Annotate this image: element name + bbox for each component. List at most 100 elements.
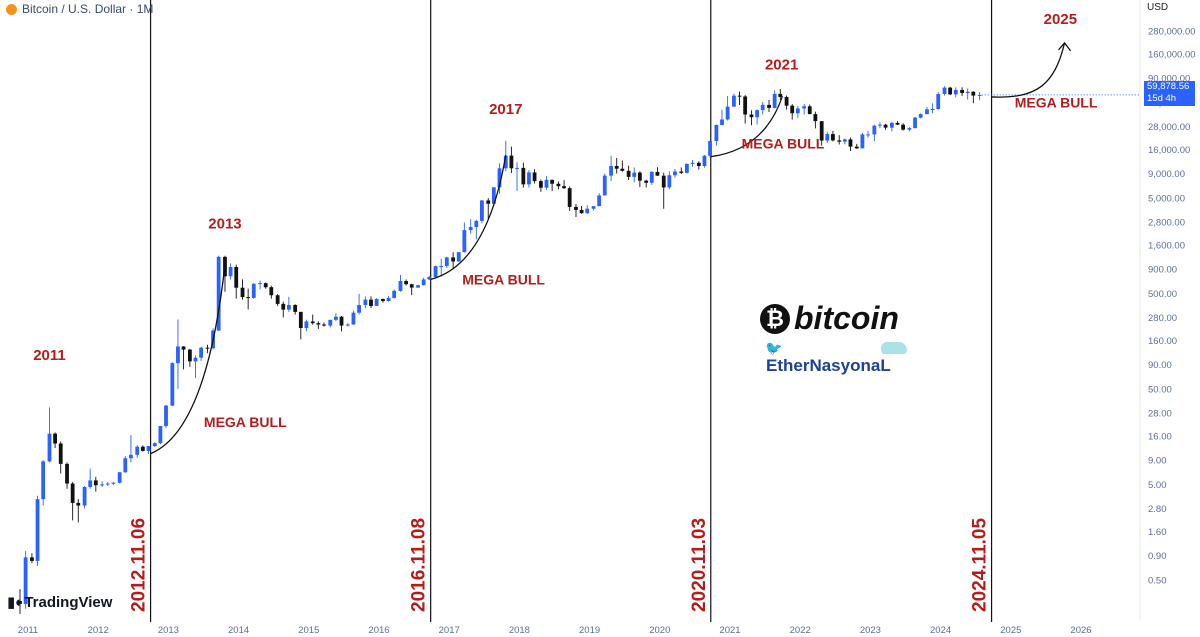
last-price-tag: 59,878.56 15d 4h — [1144, 81, 1195, 106]
candle-down — [562, 180, 566, 189]
candle-body — [181, 346, 186, 350]
halving-date-label: 2012.11.06 — [129, 518, 150, 612]
mega-bull-label: MEGA BULL — [462, 271, 545, 287]
candle-body — [35, 499, 40, 561]
candle-body — [374, 298, 379, 306]
candle-up — [363, 296, 368, 309]
candle-body — [556, 183, 561, 187]
candle-body — [714, 124, 719, 142]
candle-down — [971, 91, 976, 104]
candle-body — [550, 179, 555, 184]
candle-down — [293, 304, 298, 315]
candle-down — [310, 314, 315, 325]
y-tick-label: 28,000.00 — [1148, 122, 1190, 133]
x-tick-label: 2025 — [1000, 625, 1021, 636]
x-tick-label: 2019 — [579, 625, 600, 636]
candle-body — [339, 316, 344, 326]
candle-body — [357, 304, 361, 313]
candle-body — [369, 299, 373, 306]
y-tick-label: 1.60 — [1148, 527, 1167, 538]
candle-body — [696, 162, 701, 167]
candle-up — [129, 435, 133, 463]
candle-body — [193, 357, 198, 362]
candle-body — [451, 257, 456, 262]
candle-body — [527, 172, 531, 185]
currency-selector[interactable]: USD — [1147, 2, 1169, 13]
candle-down — [696, 161, 701, 170]
candle-down — [743, 95, 748, 124]
candle-body — [743, 96, 748, 115]
x-tick-label: 2021 — [719, 625, 740, 636]
candle-down — [140, 445, 145, 452]
x-tick-label: 2022 — [790, 625, 811, 636]
candle-up — [164, 404, 168, 428]
y-tick-label: 28.00 — [1148, 408, 1172, 419]
candle-body — [778, 93, 783, 97]
candle-body — [597, 195, 602, 207]
mega-bull-label: MEGA BULL — [1015, 95, 1098, 111]
candle-body — [76, 502, 81, 506]
candle-up — [135, 445, 140, 458]
x-tick-label: 2012 — [88, 625, 109, 636]
x-tick-label: 2017 — [439, 625, 460, 636]
candle-down — [339, 315, 344, 332]
candle-body — [140, 446, 145, 451]
candle-body — [205, 347, 210, 349]
y-tick-label: 5.00 — [1148, 480, 1167, 491]
candle-body — [574, 206, 578, 210]
candle-up — [977, 92, 982, 101]
candle-down — [661, 172, 666, 209]
candle-up — [111, 481, 116, 486]
candle-body — [661, 175, 666, 188]
candle-up — [667, 171, 672, 190]
candle-body — [398, 281, 403, 291]
candle-up — [41, 460, 46, 506]
candle-up — [725, 96, 730, 121]
candle-up — [357, 293, 361, 315]
candle-body — [286, 304, 291, 310]
candle-up — [158, 425, 163, 445]
candle-down — [298, 311, 303, 340]
candle-up — [913, 116, 917, 129]
candle-down — [234, 264, 239, 299]
y-tick-label: 280.00 — [1148, 313, 1177, 324]
candle-body — [444, 257, 449, 266]
candle-up — [100, 481, 105, 487]
candle-body — [925, 109, 929, 115]
candle-down — [901, 123, 906, 131]
candle-down — [404, 279, 408, 286]
candle-down — [322, 322, 326, 327]
candle-body — [497, 168, 502, 188]
candle-body — [720, 119, 724, 125]
candle-down — [18, 589, 22, 614]
candle-body — [135, 446, 140, 455]
candle-body — [111, 482, 116, 484]
candle-up — [193, 355, 198, 378]
candle-down — [275, 294, 280, 306]
candle-body — [802, 106, 807, 109]
symbol-header[interactable]: Bitcoin / U.S. Dollar · 1M — [6, 2, 153, 16]
candle-down — [614, 157, 619, 174]
candle-up — [609, 155, 613, 182]
candle-up — [304, 319, 309, 332]
candle-body — [334, 316, 338, 320]
candle-body — [602, 175, 607, 196]
candle-body — [187, 349, 192, 362]
candle-up — [345, 322, 350, 327]
candle-down — [948, 86, 953, 96]
x-tick-label: 2016 — [368, 625, 389, 636]
candle-up — [860, 132, 865, 149]
candle-body — [117, 472, 122, 483]
candle-up — [720, 109, 724, 126]
tradingview-logo[interactable]: ▮◖ TradingView — [7, 593, 112, 612]
candle-body — [942, 87, 947, 94]
candle-down — [813, 111, 818, 129]
candle-body — [503, 155, 508, 169]
candle-down — [187, 348, 192, 367]
candle-body — [913, 117, 917, 129]
candle-body — [690, 162, 695, 164]
candle-up — [462, 222, 467, 253]
candle-body — [790, 105, 795, 114]
